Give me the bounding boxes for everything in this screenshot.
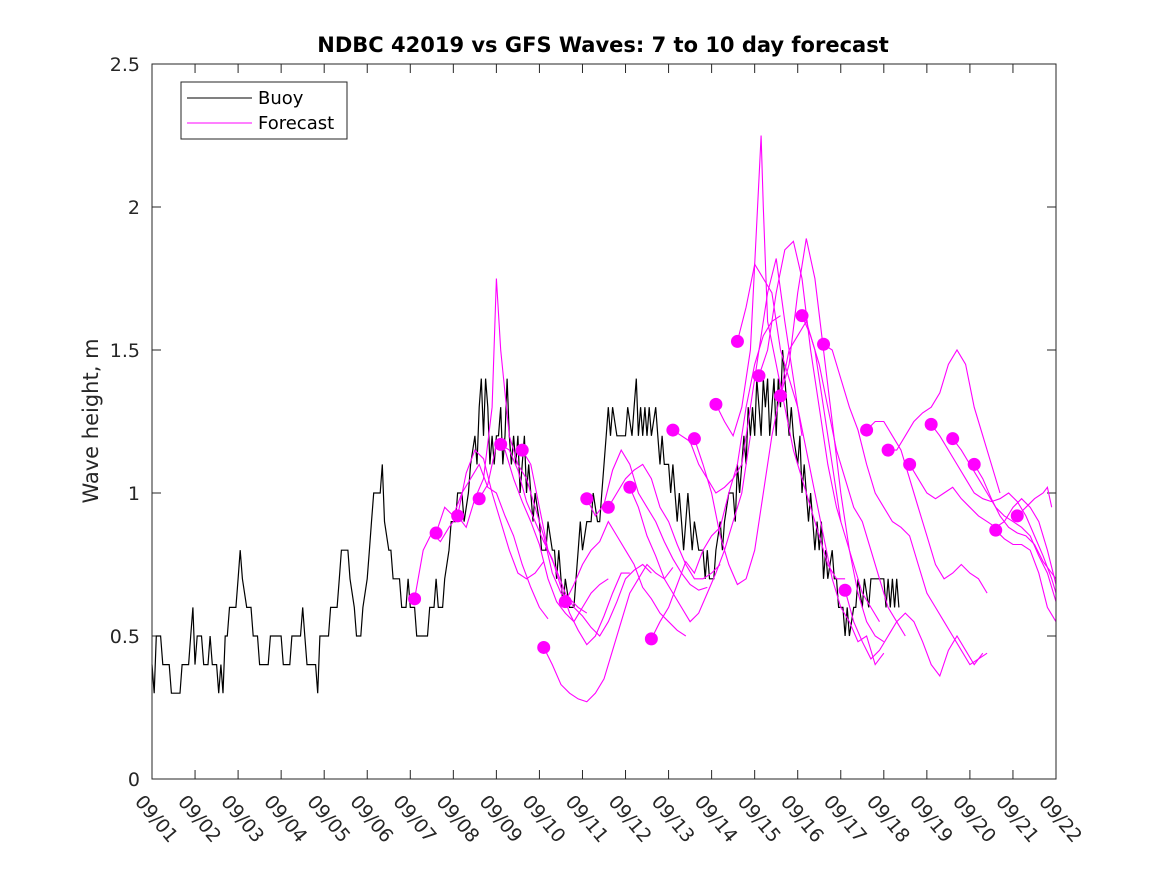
forecast-line	[629, 435, 751, 623]
forecast-marker	[795, 309, 809, 323]
x-tick-label: 09/09	[475, 791, 527, 847]
x-tick-label: 09/10	[518, 791, 570, 847]
y-axis-label: Wave height, m	[79, 338, 103, 503]
forecast-line	[888, 348, 1001, 494]
forecast-marker	[773, 389, 787, 403]
forecast-marker	[989, 523, 1003, 537]
forecast-marker	[429, 526, 443, 540]
forecast-marker	[924, 417, 938, 431]
y-tick-label: 0.5	[110, 626, 140, 648]
forecast-marker	[601, 500, 615, 514]
x-tick-label: 09/01	[130, 791, 182, 847]
forecast-marker	[860, 423, 874, 437]
buoy-line	[151, 349, 900, 694]
y-tick-label: 1.5	[110, 340, 140, 362]
forecast-line	[801, 315, 906, 637]
y-tick-label: 2.5	[110, 54, 140, 76]
forecast-line	[736, 262, 885, 666]
forecast-marker	[1010, 509, 1024, 523]
forecast-line	[521, 449, 652, 637]
forecast-line	[909, 464, 1057, 585]
forecast-marker	[408, 592, 422, 606]
forecast-marker	[709, 397, 723, 411]
x-tick-label: 09/11	[561, 791, 613, 847]
forecast-marker	[451, 509, 465, 523]
legend-buoy-label: Buoy	[258, 88, 304, 109]
forecast-marker	[472, 492, 486, 506]
chart-title: NDBC 42019 vs GFS Waves: 7 to 10 day for…	[317, 33, 888, 57]
forecast-line	[995, 529, 1057, 622]
forecast-line	[844, 590, 984, 678]
forecast-line	[693, 320, 842, 586]
x-tick-label: 09/19	[905, 791, 957, 847]
forecast-markers	[408, 309, 1024, 654]
forecast-line	[607, 463, 721, 580]
forecast-marker	[515, 443, 529, 457]
forecast-marker	[494, 437, 508, 451]
legend: Buoy Forecast	[180, 81, 348, 140]
x-tick-label: 09/20	[948, 791, 1000, 847]
forecast-line	[973, 464, 1057, 580]
forecast-marker	[903, 457, 917, 471]
forecast-line	[500, 443, 630, 646]
forecast-line	[930, 424, 1057, 594]
x-tick-label: 09/16	[776, 791, 828, 847]
forecast-marker	[644, 632, 658, 646]
forecast-marker	[558, 595, 572, 609]
x-tick-label: 09/03	[216, 791, 268, 847]
forecast-line	[543, 563, 674, 703]
forecast-line	[586, 448, 708, 591]
forecast-marker	[946, 432, 960, 446]
y-tick-label: 1	[128, 483, 140, 505]
forecast-line	[564, 520, 687, 637]
x-tick-label: 09/13	[647, 791, 699, 847]
x-tick-label: 09/05	[302, 791, 354, 847]
x-tick-label: 09/02	[173, 791, 225, 847]
y-tick-label: 2	[128, 197, 140, 219]
forecast-marker	[967, 457, 981, 471]
x-tick-label: 09/18	[862, 791, 914, 847]
y-tick-label: 0	[128, 769, 140, 791]
x-tick-label: 09/14	[690, 791, 742, 847]
forecast-line	[435, 463, 549, 620]
forecast-marker	[730, 334, 744, 348]
x-tick-label: 09/15	[733, 791, 785, 847]
forecast-line	[414, 449, 545, 599]
forecast-line	[823, 343, 988, 666]
forecast-line	[866, 420, 988, 594]
forecast-series	[414, 135, 1057, 703]
forecast-marker	[537, 640, 551, 654]
x-tick-label: 09/07	[388, 791, 440, 847]
x-tick-label: 09/21	[991, 791, 1043, 847]
forecast-marker	[838, 583, 852, 597]
forecast-marker	[817, 337, 831, 351]
forecast-marker	[666, 423, 680, 437]
axes: 00.511.522.509/0109/0209/0309/0409/0509/…	[110, 54, 1086, 847]
plot-frame	[151, 63, 1057, 780]
forecast-marker	[623, 480, 637, 494]
forecast-line	[715, 135, 846, 580]
forecast-line	[779, 238, 885, 643]
x-tick-label: 09/06	[345, 791, 397, 847]
x-tick-label: 09/08	[432, 791, 484, 847]
forecast-marker	[687, 432, 701, 446]
x-tick-label: 09/22	[1034, 791, 1086, 847]
forecast-marker	[881, 443, 895, 457]
forecast-line	[478, 443, 609, 623]
forecast-line	[672, 258, 803, 494]
x-tick-label: 09/17	[819, 791, 871, 847]
buoy-series	[151, 349, 900, 694]
legend-box	[180, 81, 348, 140]
forecast-line	[1016, 486, 1053, 517]
legend-forecast-label: Forecast	[258, 113, 334, 134]
forecast-marker	[752, 369, 766, 383]
x-tick-label: 09/12	[604, 791, 656, 847]
forecast-line	[758, 240, 880, 622]
forecast-marker	[580, 492, 594, 506]
x-tick-label: 09/04	[259, 791, 311, 847]
